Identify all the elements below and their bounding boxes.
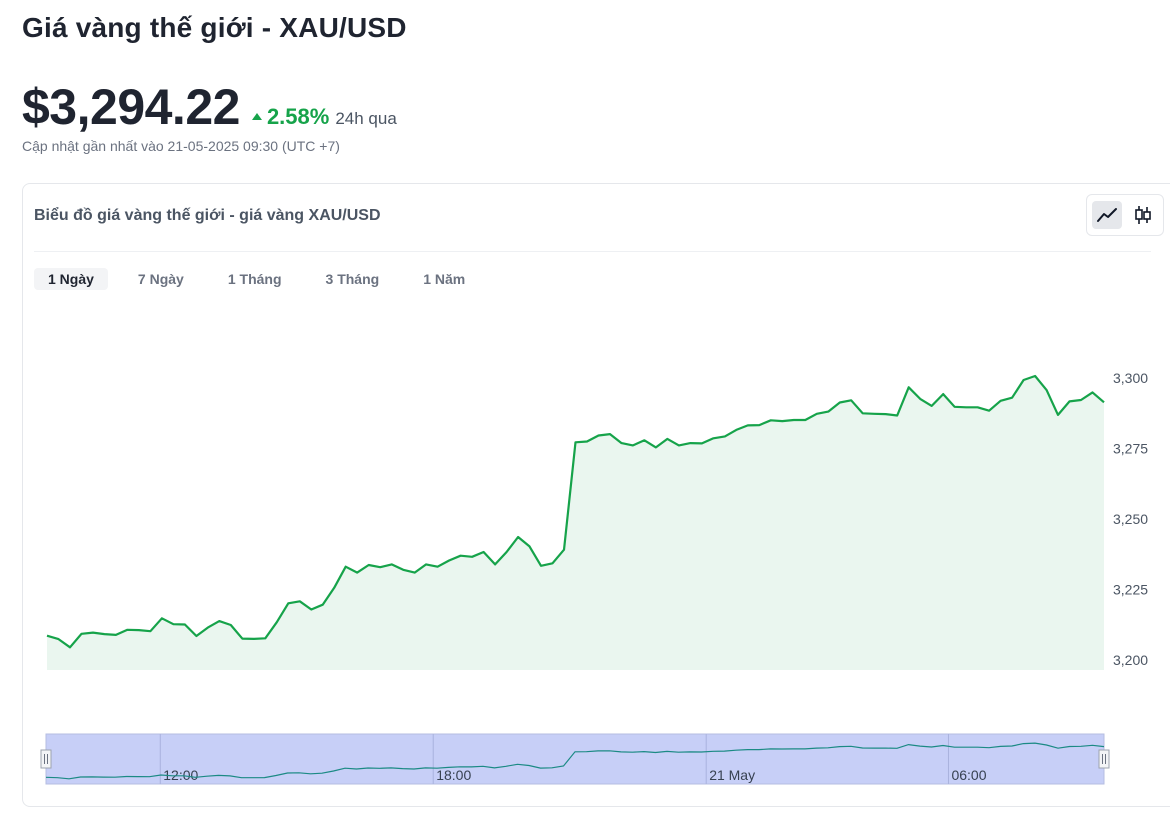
chart-card-title: Biểu đồ giá vàng thế giới - giá vàng XAU… <box>34 207 381 224</box>
range-tabs: 1 Ngày 7 Ngày 1 Tháng 3 Tháng 1 Năm <box>34 268 495 290</box>
line-chart-button[interactable] <box>1092 201 1122 229</box>
price-line <box>46 374 1105 649</box>
current-price: $3,294.22 <box>22 79 240 135</box>
change-percent: 2.58% <box>266 104 330 129</box>
candlestick-button[interactable] <box>1128 201 1158 229</box>
navigator-tick-label: 06:00 <box>951 767 986 783</box>
y-tick-label: 3,225 <box>1113 582 1148 598</box>
y-tick-label: 3,200 <box>1113 652 1148 668</box>
chart-type-toggle <box>1086 194 1164 236</box>
handle-grip <box>40 749 52 769</box>
price-row: $3,294.22 2.58% 24h qua <box>22 78 397 136</box>
tab-1-month[interactable]: 1 Tháng <box>227 271 282 287</box>
y-tick-label: 3,275 <box>1113 441 1148 457</box>
plot-area <box>46 374 1105 670</box>
card-divider <box>34 251 1151 252</box>
arrow-up-icon <box>251 113 262 120</box>
price-area-fill <box>47 376 1104 670</box>
line-chart-icon <box>1097 208 1117 222</box>
tab-1-day[interactable]: 1 Ngày <box>34 268 108 290</box>
navigator-tick-label: 12:00 <box>163 767 198 783</box>
navigator-tick-label: 21 May <box>709 767 755 783</box>
navigator-handle-right[interactable] <box>1098 749 1110 769</box>
tab-1-year[interactable]: 1 Năm <box>423 271 466 287</box>
tab-3-months[interactable]: 3 Tháng <box>325 271 380 287</box>
navigator-handle-left[interactable] <box>40 749 52 769</box>
change-period: 24h qua <box>335 109 397 128</box>
candlestick-icon <box>1135 206 1151 224</box>
navigator-tick-label: 18:00 <box>436 767 471 783</box>
navigator[interactable]: 12:00 18:00 21 May 06:00 <box>40 733 1110 785</box>
y-axis: 3,200 3,225 3,250 3,275 3,300 <box>1113 370 1148 668</box>
page-title: Giá vàng thế giới - XAU/USD <box>22 12 407 43</box>
last-updated: Cập nhật gần nhất vào 21-05-2025 09:30 (… <box>22 138 340 154</box>
y-tick-label: 3,250 <box>1113 511 1148 527</box>
navigator-line <box>45 742 1105 780</box>
y-tick-label: 3,300 <box>1113 370 1148 386</box>
tab-7-days[interactable]: 7 Ngày <box>137 271 184 287</box>
price-change: 2.58% 24h qua <box>251 104 397 130</box>
handle-grip <box>1098 749 1110 769</box>
